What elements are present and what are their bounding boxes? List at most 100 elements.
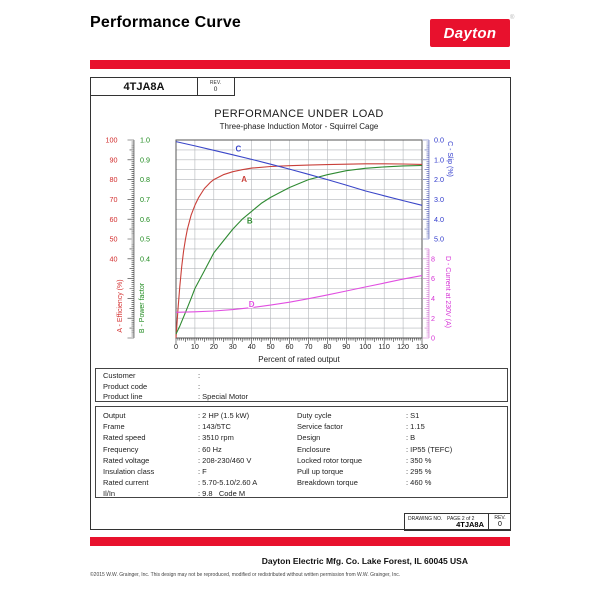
page-title: Performance Curve bbox=[90, 14, 242, 31]
curve-label-D: D bbox=[249, 300, 255, 309]
registered-trademark-icon: ® bbox=[510, 15, 515, 21]
slip-tick-label: 2.0 bbox=[434, 175, 444, 184]
spec-label: Rated current bbox=[103, 478, 149, 488]
drawing-no-label: DRAWING NO. bbox=[408, 516, 443, 522]
bottom-red-divider bbox=[90, 537, 510, 546]
drawing-number-block: DRAWING NO. PAGE 2 of 2 4TJA8A REV. 0 bbox=[404, 513, 511, 531]
power-factor-tick-label: 0.8 bbox=[140, 175, 150, 184]
spec-row: Rated speed : 3510 rpm Design : B bbox=[96, 432, 507, 443]
revision-label: REV. bbox=[209, 80, 222, 86]
slip-tick-label: 0.0 bbox=[434, 136, 444, 145]
spec-value: : 460 % bbox=[406, 478, 432, 488]
spec-value: : 295 % bbox=[406, 466, 432, 476]
company-address: Dayton Electric Mfg. Co. Lake Forest, IL… bbox=[261, 556, 468, 566]
x-tick-label: 60 bbox=[286, 342, 294, 351]
spec-label: Locked rotor torque bbox=[297, 455, 363, 465]
spec-value: : 208-230/460 V bbox=[198, 455, 252, 465]
model-number-cell: 4TJA8A bbox=[91, 78, 198, 96]
x-tick-label: 30 bbox=[229, 342, 237, 351]
drawing-rev-label: REV. bbox=[494, 515, 506, 521]
power-factor-tick-label: 0.7 bbox=[140, 195, 150, 204]
spec-label: Breakdown torque bbox=[297, 478, 358, 488]
product-line-value: : Special Motor bbox=[198, 392, 249, 402]
spec-label: Pull up torque bbox=[297, 466, 344, 476]
spec-value: : B bbox=[406, 433, 416, 443]
current-tick-label: 8 bbox=[431, 254, 435, 263]
power-factor-tick-label: 0.6 bbox=[140, 215, 150, 224]
performance-chart: 0 10 20 30 40 50 60 70 80 90 100 110 120 130 100 90 80 70… bbox=[91, 96, 512, 368]
curve-label-A: A bbox=[241, 175, 247, 184]
spec-label: Enclosure bbox=[297, 444, 331, 454]
performance-chart-svg: 0 10 20 30 40 50 60 70 80 90 100 110 120 130100908070… bbox=[106, 108, 454, 364]
spec-value: : 350 % bbox=[406, 455, 432, 465]
spec-label: Frequency bbox=[103, 444, 139, 454]
curve-label-C: C bbox=[236, 144, 242, 153]
efficiency-axis-title: A - Efficiency (%) bbox=[117, 279, 124, 332]
specifications-block: Output : 2 HP (1.5 kW) Duty cycle : S1 F… bbox=[95, 406, 508, 498]
customer-block: Customer : Product code : Product line :… bbox=[95, 368, 508, 402]
spec-value: : 2 HP (1.5 kW) bbox=[198, 411, 250, 420]
spec-value: : F bbox=[198, 466, 207, 476]
efficiency-tick-label: 100 bbox=[106, 136, 118, 145]
current-tick-label: 4 bbox=[431, 294, 435, 303]
spec-label: Il/In bbox=[103, 489, 116, 499]
chart-subtitle: Three-phase Induction Motor - Squirrel C… bbox=[220, 122, 379, 131]
efficiency-tick-label: 80 bbox=[110, 175, 118, 184]
x-axis-title: Percent of rated output bbox=[258, 355, 340, 364]
dayton-logo: Dayton bbox=[430, 19, 510, 47]
current-tick-label: 2 bbox=[431, 314, 435, 323]
x-tick-label: 90 bbox=[342, 342, 350, 351]
drawing-number-value: 4TJA8A bbox=[456, 519, 484, 529]
spec-value: : 143/5TC bbox=[198, 422, 231, 432]
current-axis-title: D - Current at 230V (A) bbox=[444, 256, 451, 328]
spec-value: : 3510 rpm bbox=[198, 433, 234, 443]
spec-row: Rated voltage : 208-230/460 V Locked rot… bbox=[96, 455, 507, 466]
x-tick-label: 100 bbox=[359, 342, 371, 351]
dayton-logo-text: Dayton bbox=[443, 24, 497, 42]
revision-cell: REV. 0 bbox=[197, 78, 235, 96]
x-tick-label: 10 bbox=[191, 342, 199, 351]
chart-title: PERFORMANCE UNDER LOAD bbox=[214, 108, 384, 120]
slip-axis-title: C - Slip (%) bbox=[446, 141, 453, 177]
slip_percent-curve bbox=[175, 141, 423, 206]
product-line-label: Product line bbox=[103, 392, 143, 402]
power_factor-curve bbox=[175, 164, 423, 335]
spec-label: Rated speed bbox=[103, 433, 146, 443]
power-factor-tick-label: 1.0 bbox=[140, 136, 150, 145]
customer-label: Customer bbox=[103, 371, 136, 380]
efficiency_percent-curve bbox=[175, 163, 423, 339]
spec-label: Frame bbox=[103, 422, 125, 432]
x-axis-ruler bbox=[175, 338, 423, 344]
document-frame: 4TJA8A REV. 0 0 10 20 30 40 50 60 70 80 90 100 110 1… bbox=[90, 77, 512, 531]
spec-value: : 5.70-5.10/2.60 A bbox=[198, 478, 258, 488]
x-tick-label: 110 bbox=[378, 342, 389, 351]
x-tick-label: 40 bbox=[248, 342, 256, 351]
chart-grid bbox=[175, 139, 423, 339]
left-axis-ruler bbox=[127, 139, 135, 339]
efficiency-tick-label: 70 bbox=[110, 195, 118, 204]
spec-label: Duty cycle bbox=[297, 411, 332, 420]
spec-label: Output bbox=[103, 411, 126, 420]
x-tick-label: 70 bbox=[304, 342, 312, 351]
power-factor-tick-label: 0.9 bbox=[140, 155, 150, 164]
efficiency-tick-label: 50 bbox=[110, 235, 118, 244]
page-number-label: PAGE 2 of 2 bbox=[447, 516, 475, 522]
x-tick-label: 50 bbox=[267, 342, 275, 351]
slip-axis-ruler bbox=[423, 139, 430, 240]
spec-row: Frequency : 60 Hz Enclosure : IP55 (TEFC… bbox=[96, 444, 507, 455]
spec-value: : IP55 (TEFC) bbox=[406, 444, 453, 454]
slip-tick-label: 4.0 bbox=[434, 215, 444, 224]
power-factor-tick-label: 0.5 bbox=[140, 235, 150, 244]
current-tick-label: 0 bbox=[431, 334, 435, 343]
spec-label: Design bbox=[297, 433, 321, 443]
spec-value: : S1 bbox=[406, 411, 420, 420]
x-tick-label: 130 bbox=[416, 342, 428, 351]
spec-row: Insulation class : F Pull up torque : 29… bbox=[96, 466, 507, 477]
copyright-notice: ©2015 W.W. Grainger, Inc. This design ma… bbox=[90, 572, 401, 578]
spec-label: Insulation class bbox=[103, 466, 155, 476]
x-tick-label: 80 bbox=[323, 342, 331, 351]
spec-row: Il/In : 9.8 Code M bbox=[96, 488, 507, 499]
power-factor-tick-label: 0.4 bbox=[140, 254, 150, 263]
slip-tick-label: 3.0 bbox=[434, 195, 444, 204]
